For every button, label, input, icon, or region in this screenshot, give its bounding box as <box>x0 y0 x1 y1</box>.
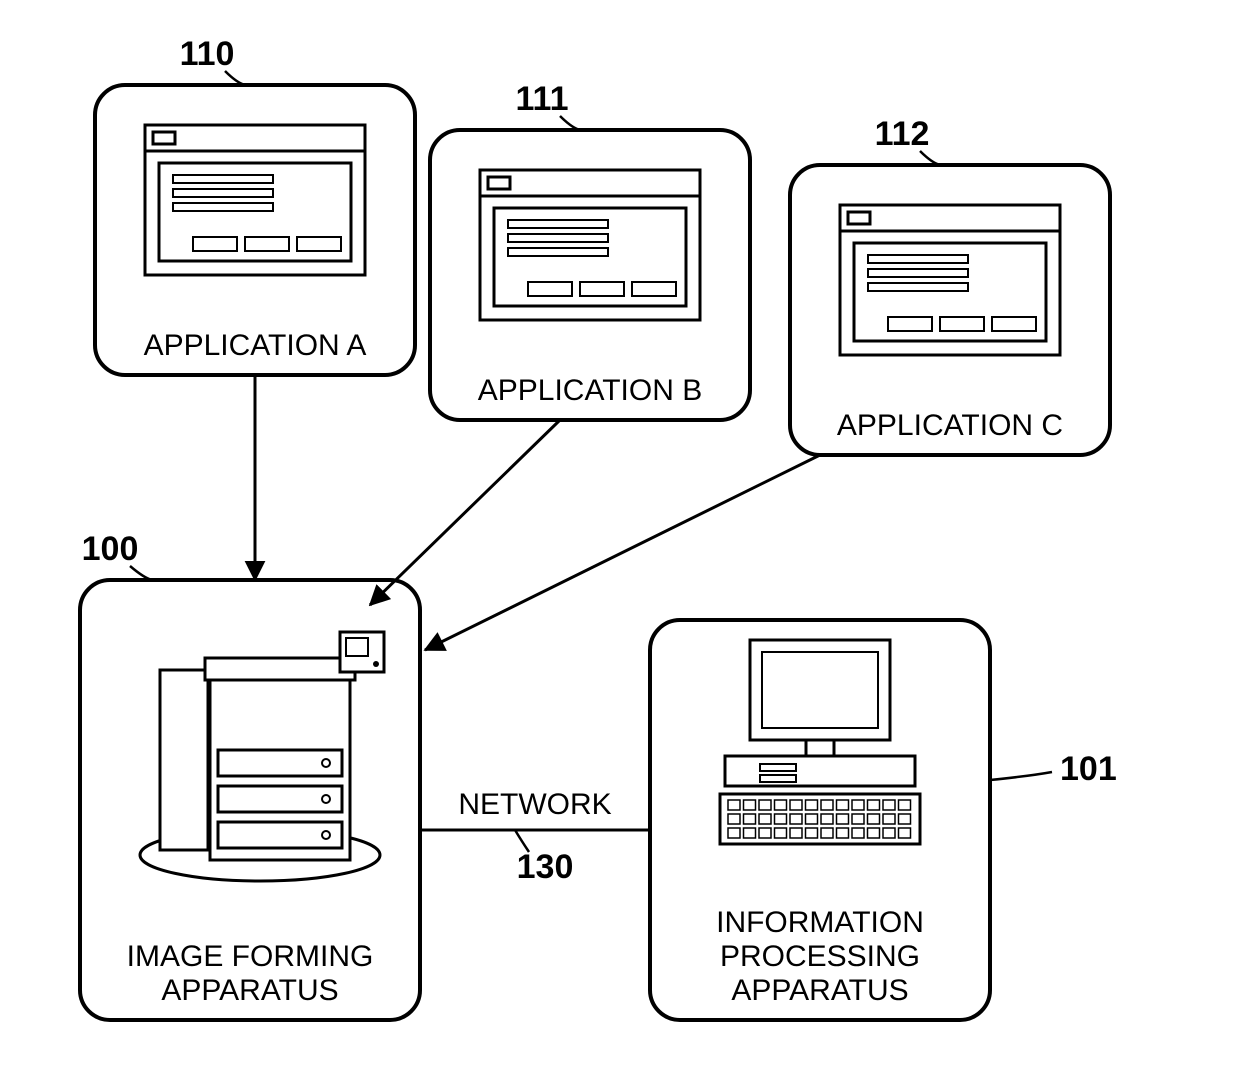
appB-label: APPLICATION B <box>478 374 703 407</box>
appA-label: APPLICATION A <box>144 329 367 362</box>
ipa-label: INFORMATION <box>716 906 924 939</box>
network-ref: 130 <box>517 848 574 886</box>
ipa-label: APPARATUS <box>731 974 908 1007</box>
ipa-label: PROCESSING <box>720 940 920 973</box>
appC-icon <box>840 205 1060 355</box>
network-label: NETWORK <box>458 788 611 821</box>
appB-icon <box>480 170 700 320</box>
appA-ref: 110 <box>180 35 235 73</box>
ifa-label: APPARATUS <box>161 974 338 1007</box>
ifa-icon <box>140 632 384 881</box>
node-appC: APPLICATION C 112 <box>790 115 1110 455</box>
node-appA: APPLICATION A 110 <box>95 35 415 375</box>
appA-icon <box>145 125 365 275</box>
arrow-1 <box>370 420 560 605</box>
appB-ref: 111 <box>516 80 569 118</box>
node-appB: APPLICATION B 111 <box>430 80 750 420</box>
ipa-ref: 101 <box>1060 750 1117 788</box>
ifa-label: IMAGE FORMING <box>127 940 374 973</box>
ifa-ref: 100 <box>82 530 139 568</box>
appC-label: APPLICATION C <box>837 409 1063 442</box>
appC-ref: 112 <box>875 115 930 153</box>
node-ifa: IMAGE FORMINGAPPARATUS 100 <box>80 530 420 1020</box>
node-ipa: INFORMATIONPROCESSINGAPPARATUS 101 <box>650 620 1117 1020</box>
